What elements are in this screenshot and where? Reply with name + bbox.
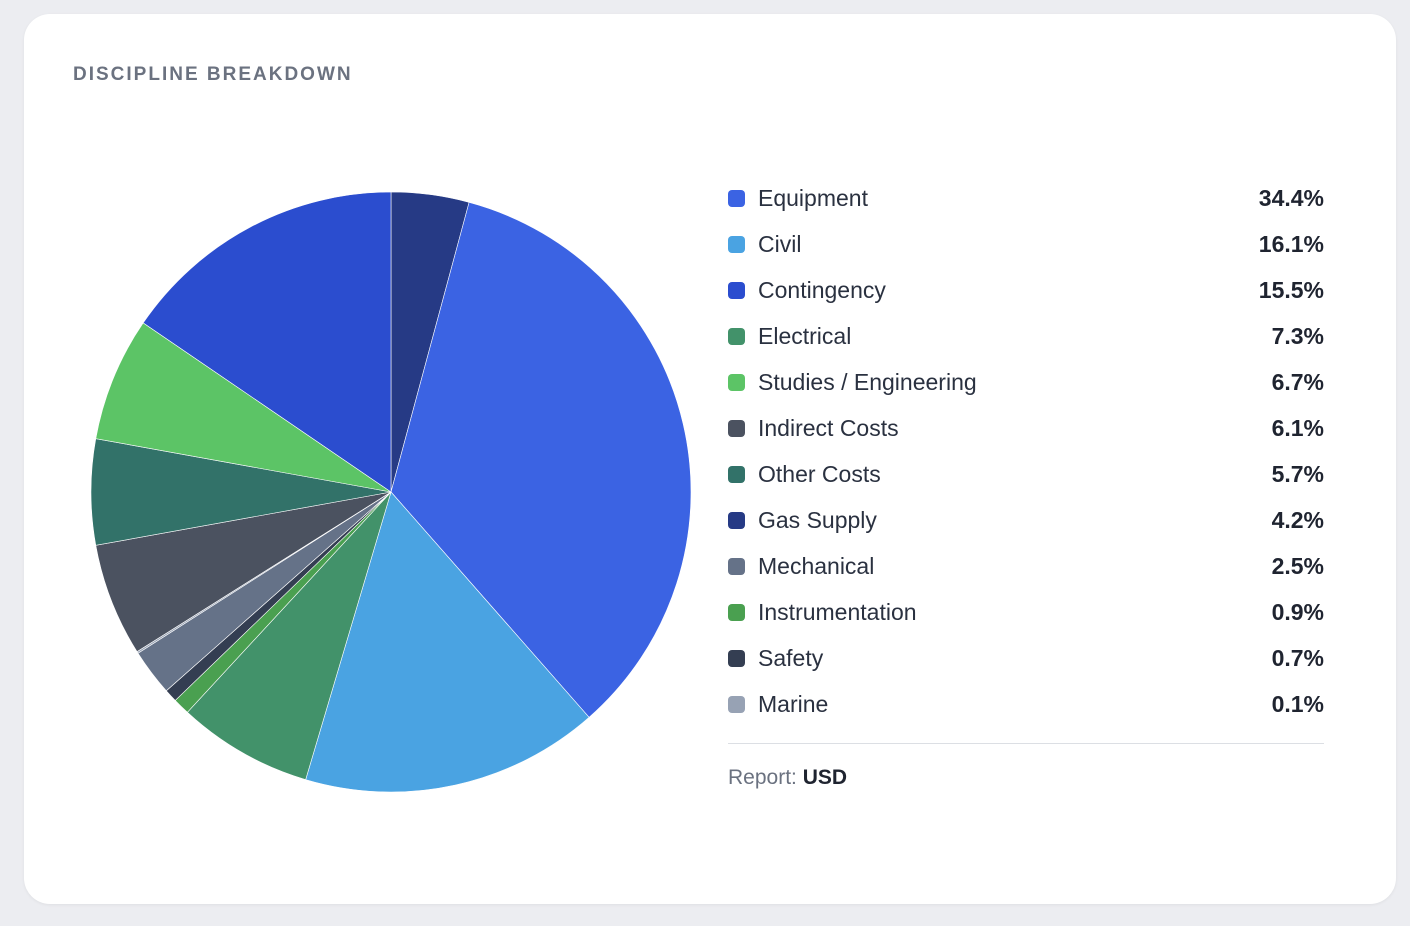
- legend-value: 0.9%: [1271, 598, 1324, 625]
- legend-item[interactable]: Safety 0.7%: [728, 635, 1324, 681]
- legend-label: Studies / Engineering: [758, 368, 977, 395]
- legend-label: Gas Supply: [758, 506, 877, 533]
- legend-label: Instrumentation: [758, 598, 917, 625]
- legend-label: Civil: [758, 230, 802, 257]
- pie-slice-civil[interactable]: [305, 491, 590, 793]
- legend-value: 5.7%: [1271, 460, 1324, 487]
- legend-value: 4.2%: [1271, 506, 1324, 533]
- legend-swatch: [728, 557, 745, 575]
- legend-swatch: [728, 465, 745, 483]
- legend-item[interactable]: Contingency 15.5%: [728, 267, 1324, 313]
- legend-item[interactable]: Gas Supply 4.2%: [728, 497, 1324, 543]
- legend-swatch: [728, 281, 745, 299]
- legend-value: 6.7%: [1271, 368, 1324, 395]
- legend-label: Mechanical: [758, 552, 875, 579]
- pie-slice-electrical[interactable]: [186, 491, 392, 780]
- report-currency: Report: USD: [728, 766, 1324, 790]
- divider: [728, 743, 1324, 744]
- legend-label: Safety: [758, 644, 824, 671]
- legend-item[interactable]: Mechanical 2.5%: [728, 543, 1324, 589]
- pie-slice-studies-engineering[interactable]: [95, 322, 392, 493]
- report-label: Report:: [728, 766, 797, 789]
- card-title: DISCIPLINE BREAKDOWN: [73, 64, 353, 85]
- legend-value: 2.5%: [1271, 552, 1324, 579]
- legend-item[interactable]: Marine 0.1%: [728, 681, 1324, 727]
- legend-label: Indirect Costs: [758, 414, 899, 441]
- legend-swatch: [728, 373, 745, 391]
- legend-label: Marine: [758, 690, 829, 717]
- legend-value: 0.7%: [1271, 644, 1324, 671]
- legend-swatch: [728, 511, 745, 529]
- legend-swatch: [728, 695, 745, 713]
- legend-item[interactable]: Other Costs 5.7%: [728, 451, 1324, 497]
- legend-swatch: [728, 649, 745, 667]
- legend-value: 15.5%: [1258, 276, 1324, 303]
- legend-label: Contingency: [758, 276, 886, 303]
- legend-swatch: [728, 327, 745, 345]
- legend-item[interactable]: Electrical 7.3%: [728, 313, 1324, 359]
- legend-value: 6.1%: [1271, 414, 1324, 441]
- legend-swatch: [728, 189, 745, 207]
- legend-value: 0.1%: [1271, 690, 1324, 717]
- legend-swatch: [728, 419, 745, 437]
- legend-item[interactable]: Instrumentation 0.9%: [728, 589, 1324, 635]
- legend-swatch: [728, 603, 745, 621]
- legend-label: Electrical: [758, 322, 852, 349]
- legend-swatch: [728, 235, 745, 253]
- legend-value: 16.1%: [1258, 230, 1324, 257]
- legend-label: Other Costs: [758, 460, 881, 487]
- legend-item[interactable]: Indirect Costs 6.1%: [728, 405, 1324, 451]
- legend-label: Equipment: [758, 184, 868, 211]
- pie-slice-equipment[interactable]: [390, 201, 692, 718]
- pie-slice-contingency[interactable]: [142, 191, 392, 493]
- legend-value: 7.3%: [1271, 322, 1324, 349]
- legend: Equipment 34.4% Civil 16.1% Contingency …: [728, 175, 1324, 790]
- legend-item[interactable]: Equipment 34.4%: [728, 175, 1324, 221]
- legend-item[interactable]: Studies / Engineering 6.7%: [728, 359, 1324, 405]
- legend-item[interactable]: Civil 16.1%: [728, 221, 1324, 267]
- legend-value: 34.4%: [1258, 184, 1324, 211]
- report-value: USD: [802, 766, 848, 789]
